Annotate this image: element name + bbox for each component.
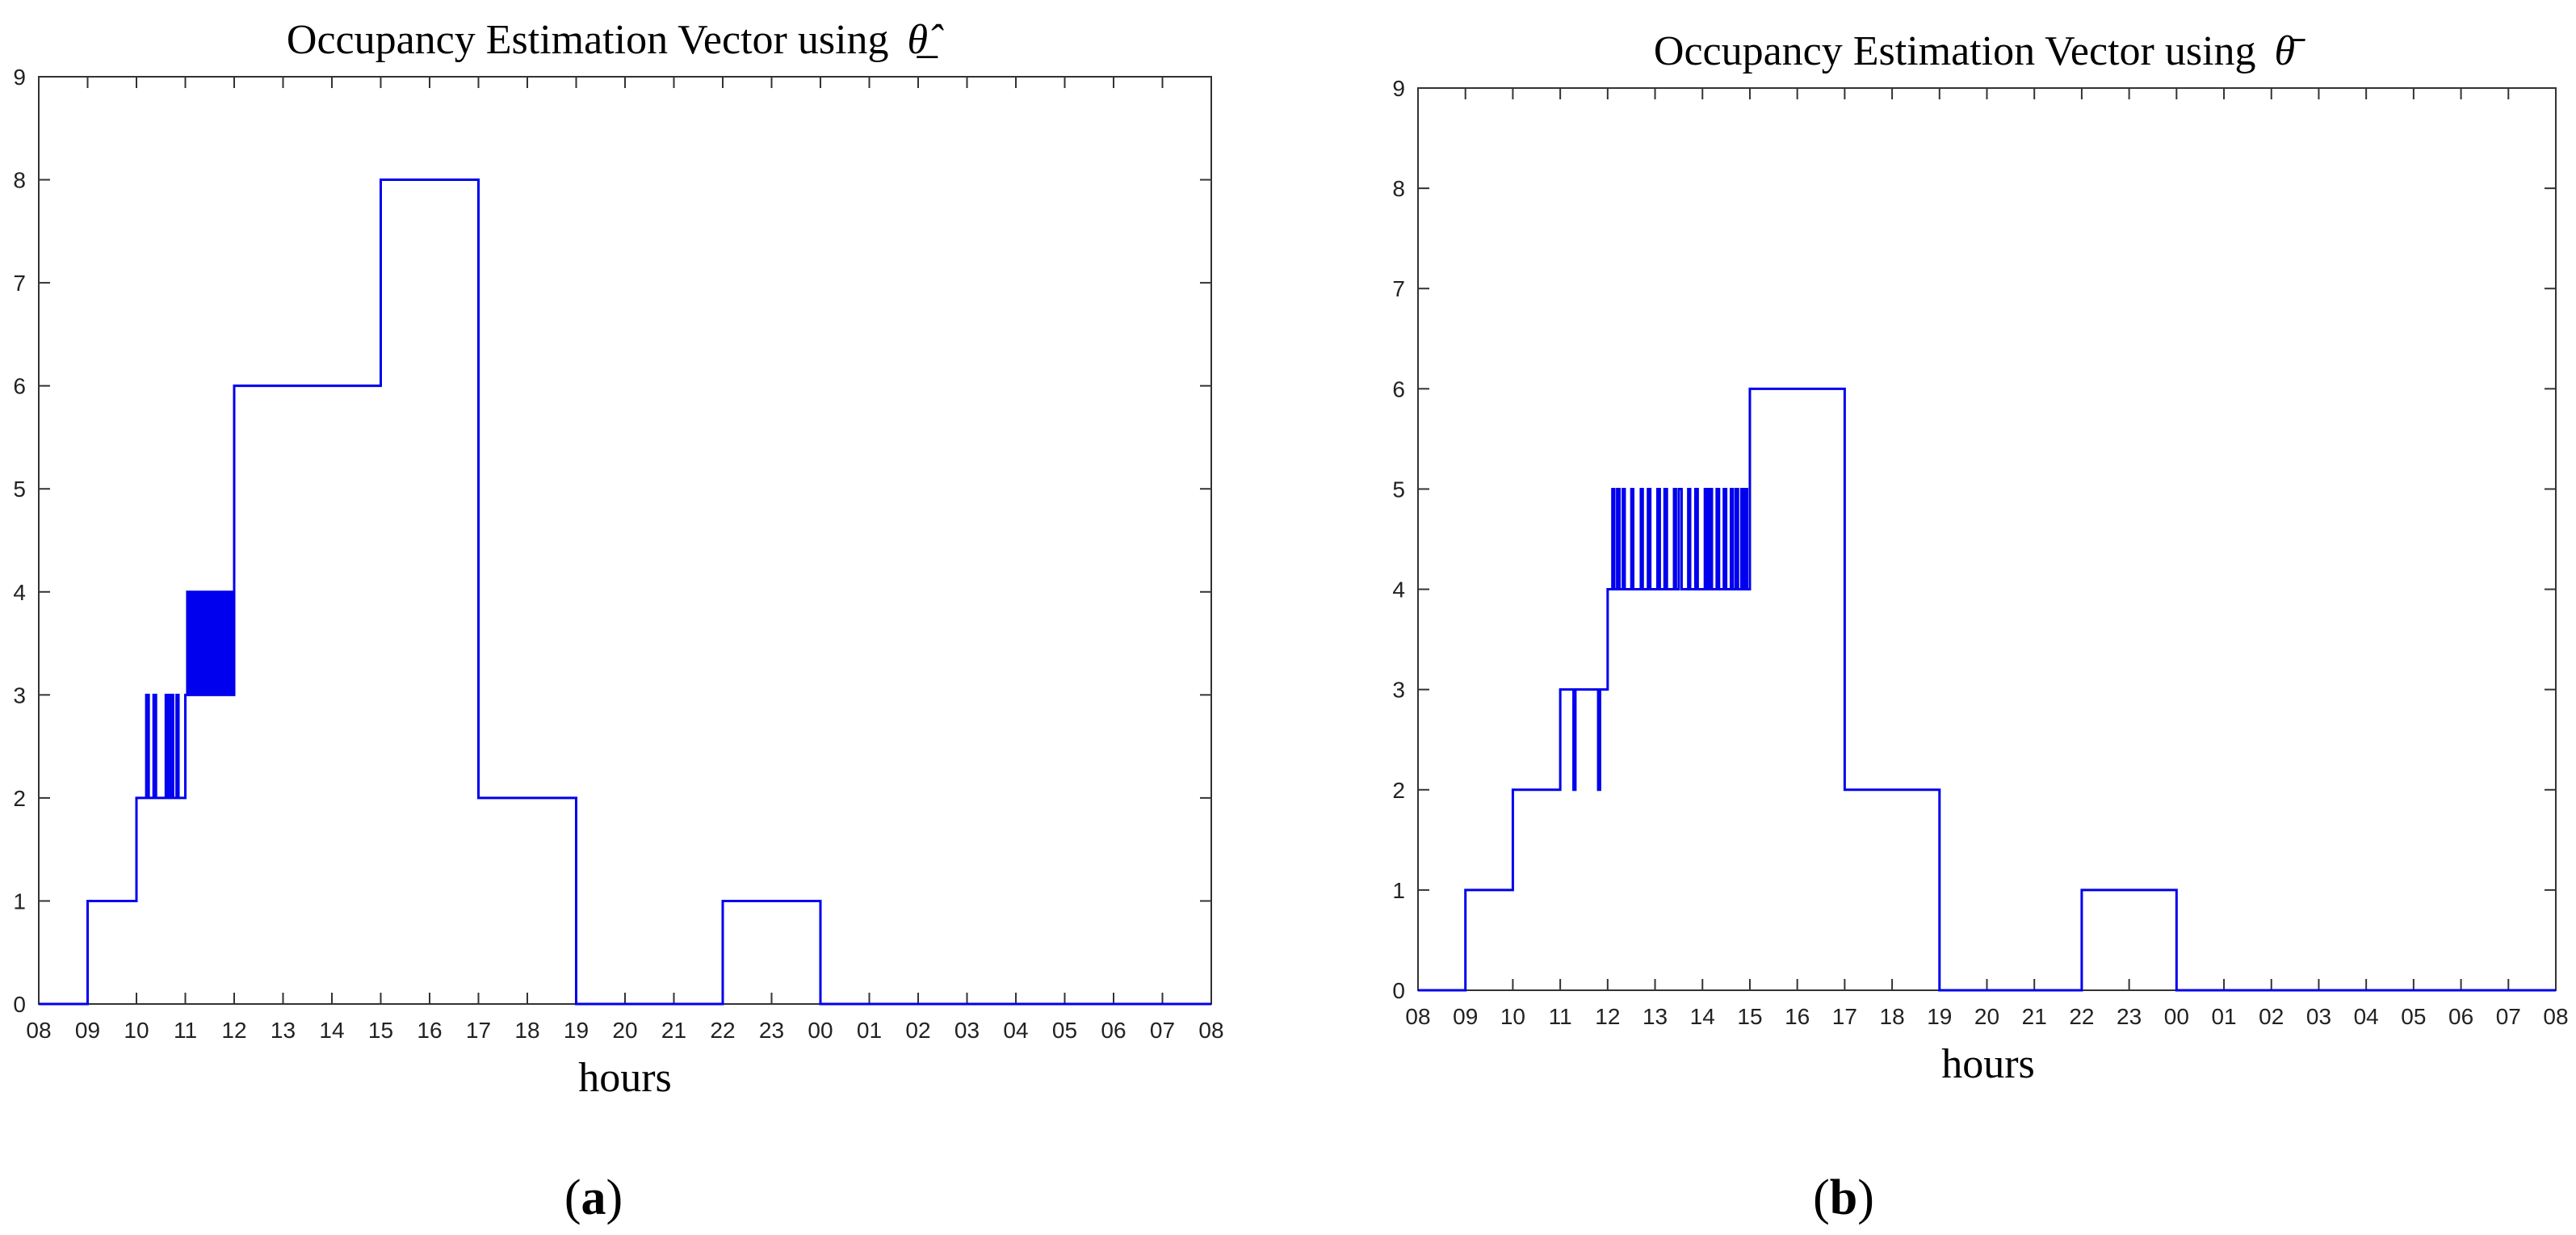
chart-b-title: Occupancy Estimation Vector using θ̄̄ — [1654, 28, 2305, 74]
y-tick-label: 6 — [13, 374, 26, 399]
y-tick-label: 8 — [13, 168, 26, 193]
x-tick-label: 15 — [368, 1018, 393, 1043]
chart-a-caption: (a) — [564, 1170, 623, 1225]
x-tick-label: 08 — [1198, 1018, 1223, 1043]
x-tick-label: 01 — [857, 1018, 882, 1043]
x-tick-label: 11 — [1549, 1004, 1572, 1029]
chart-panel-a: Occupancy Estimation Vector using θ̲̂ 01… — [13, 17, 1223, 1225]
x-tick-label: 12 — [221, 1018, 246, 1043]
chart-a-title: Occupancy Estimation Vector using θ̲̂ — [287, 17, 944, 63]
chart-a-x-axis-label: hours — [578, 1055, 672, 1101]
chart-b-title-symbol: θ̄̄ — [2275, 28, 2306, 74]
x-tick-label: 12 — [1595, 1004, 1620, 1029]
x-tick-label: 17 — [1832, 1004, 1857, 1029]
y-tick-label: 7 — [13, 271, 26, 296]
chart-panel-b: Occupancy Estimation Vector using θ̄̄ 01… — [1392, 28, 2568, 1225]
x-tick-label: 03 — [2306, 1004, 2331, 1029]
y-tick-label: 4 — [1392, 578, 1405, 603]
x-tick-label: 14 — [1690, 1004, 1715, 1029]
x-tick-label: 13 — [271, 1018, 296, 1043]
x-tick-label: 06 — [1101, 1018, 1126, 1043]
y-tick-label: 7 — [1392, 276, 1405, 301]
chart-a-x-axis: 08 09 10 11 12 13 14 15 16 17 18 19 20 21 22 23 00 01 02 03… — [26, 77, 1224, 1043]
x-tick-label: 04 — [1003, 1018, 1028, 1043]
y-tick-label: 4 — [13, 580, 26, 605]
chart-b-caption: (b) — [1813, 1170, 1874, 1225]
x-tick-label: 20 — [612, 1018, 637, 1043]
x-tick-label: 05 — [2401, 1004, 2426, 1029]
x-tick-label: 18 — [1880, 1004, 1905, 1029]
x-tick-label: 17 — [466, 1018, 491, 1043]
x-tick-label: 11 — [174, 1018, 197, 1043]
y-tick-label: 9 — [13, 65, 26, 90]
x-tick-label: 09 — [75, 1018, 100, 1043]
x-tick-label: 05 — [1052, 1018, 1077, 1043]
y-tick-label: 3 — [13, 683, 26, 708]
x-tick-label: 07 — [2496, 1004, 2521, 1029]
x-tick-label: 21 — [661, 1018, 686, 1043]
x-tick-label: 02 — [2259, 1004, 2284, 1029]
chart-a-caption-letter: a — [581, 1170, 606, 1225]
chart-a-title-symbol: θ̲̂ — [908, 17, 945, 63]
y-tick-label: 3 — [1392, 678, 1405, 703]
y-tick-label: 0 — [13, 992, 26, 1017]
y-tick-label: 2 — [13, 786, 26, 811]
chart-a-plot-area — [39, 179, 1211, 1006]
chart-b-y-axis: 0 1 2 3 4 5 6 7 8 9 — [1392, 76, 2556, 1003]
y-tick-label: 2 — [1392, 778, 1405, 803]
x-tick-label: 13 — [1643, 1004, 1668, 1029]
x-tick-label: 08 — [26, 1018, 51, 1043]
y-tick-label: 9 — [1392, 76, 1405, 101]
x-tick-label: 22 — [710, 1018, 735, 1043]
y-tick-label: 5 — [1392, 477, 1405, 502]
x-tick-label: 09 — [1453, 1004, 1478, 1029]
x-tick-label: 06 — [2448, 1004, 2473, 1029]
y-tick-label: 6 — [1392, 376, 1405, 401]
x-tick-label: 18 — [514, 1018, 539, 1043]
x-tick-label: 14 — [319, 1018, 344, 1043]
x-tick-label: 19 — [1927, 1004, 1952, 1029]
x-tick-label: 16 — [1785, 1004, 1810, 1029]
x-tick-label: 00 — [808, 1018, 833, 1043]
chart-b-x-axis: 08 09 10 11 12 13 14 15 16 17 18 19 20 21 22 23 00 01 02 03… — [1405, 88, 2569, 1029]
x-tick-label: 03 — [954, 1018, 980, 1043]
y-tick-label: 1 — [1392, 878, 1405, 903]
chart-a-axes-box — [38, 76, 1212, 1005]
y-tick-label: 5 — [13, 477, 26, 502]
y-tick-label: 1 — [13, 888, 26, 914]
chart-a-y-axis: 0 1 2 3 4 5 6 7 8 9 — [13, 65, 1211, 1017]
x-tick-label: 02 — [905, 1018, 930, 1043]
series-line-occupancy — [1418, 387, 2556, 992]
y-tick-label: 8 — [1392, 176, 1405, 201]
chart-b-axes-box — [1417, 87, 2557, 991]
x-tick-label: 23 — [759, 1018, 784, 1043]
series-line-occupancy — [39, 179, 1211, 1006]
x-tick-label: 07 — [1150, 1018, 1175, 1043]
x-tick-label: 10 — [124, 1018, 149, 1043]
x-tick-label: 21 — [2022, 1004, 2047, 1029]
x-tick-label: 20 — [1974, 1004, 1999, 1029]
x-tick-label: 23 — [2117, 1004, 2142, 1029]
x-tick-label: 04 — [2354, 1004, 2379, 1029]
x-tick-label: 10 — [1500, 1004, 1525, 1029]
x-tick-label: 19 — [564, 1018, 589, 1043]
x-tick-label: 15 — [1737, 1004, 1762, 1029]
chart-b-plot-area — [1418, 387, 2556, 992]
x-tick-label: 01 — [2211, 1004, 2236, 1029]
x-tick-label: 22 — [2069, 1004, 2094, 1029]
x-tick-label: 16 — [417, 1018, 442, 1043]
chart-b-x-axis-label: hours — [1941, 1041, 2035, 1087]
chart-b-caption-letter: b — [1830, 1170, 1857, 1225]
x-tick-label: 00 — [2164, 1004, 2189, 1029]
x-tick-label: 08 — [2543, 1004, 2568, 1029]
x-tick-label: 08 — [1405, 1004, 1430, 1029]
y-tick-label: 0 — [1392, 978, 1405, 1003]
